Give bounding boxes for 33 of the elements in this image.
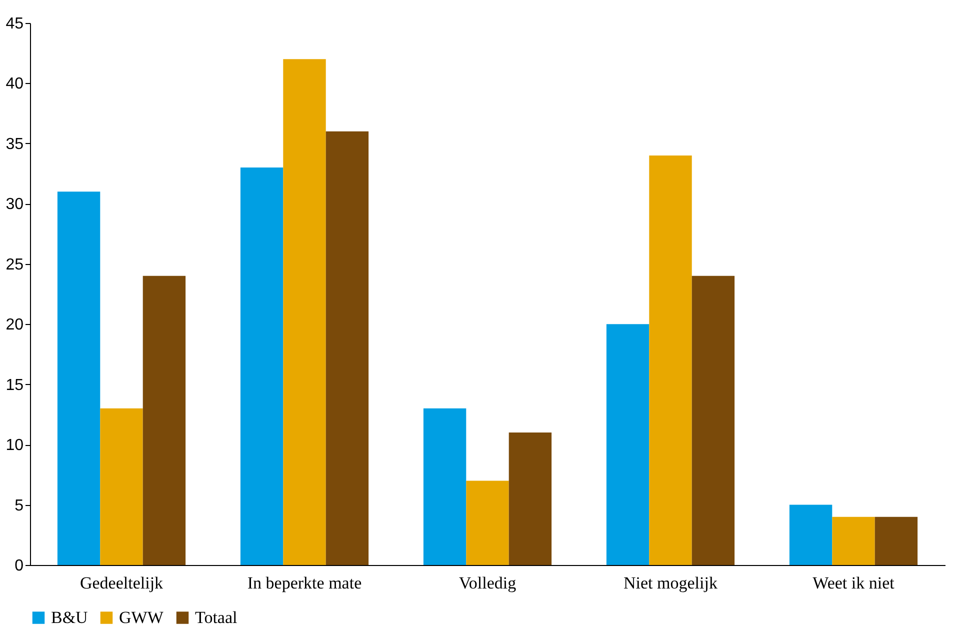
bar (283, 59, 326, 565)
bar (874, 516, 918, 565)
x-tick-label: Weet ik niet (812, 574, 895, 592)
y-tick-label: 25 (6, 256, 24, 274)
y-tick-label: 30 (6, 196, 24, 214)
bar (100, 408, 143, 565)
legend-label: GWW (119, 608, 164, 627)
x-tick-label: Volledig (458, 574, 517, 592)
x-tick-label: In beperkte mate (247, 574, 362, 592)
bar (789, 504, 832, 565)
x-tick-label: Niet mogelijk (624, 574, 718, 592)
bar (423, 408, 466, 565)
bar (466, 480, 509, 565)
legend-label: Totaal (195, 608, 238, 627)
bar (508, 432, 552, 565)
y-tick-label: 20 (6, 316, 24, 334)
bar (240, 168, 284, 565)
bar (692, 276, 735, 565)
y-tick-label: 10 (6, 437, 24, 454)
y-tick-label: 45 (6, 16, 24, 32)
y-tick-label: 35 (6, 136, 24, 153)
bar (142, 276, 186, 565)
bar (57, 192, 100, 565)
y-tick-label: 5 (14, 497, 24, 514)
y-tick-label: 15 (6, 376, 24, 394)
bar (649, 155, 692, 565)
x-tick-label: Gedeeltelijk (80, 574, 164, 592)
y-tick-label: 0 (14, 558, 24, 574)
bar (326, 131, 369, 565)
bar (832, 516, 875, 565)
legend-label: B&U (51, 608, 88, 627)
bar (606, 324, 650, 565)
y-tick-label: 40 (6, 76, 24, 93)
